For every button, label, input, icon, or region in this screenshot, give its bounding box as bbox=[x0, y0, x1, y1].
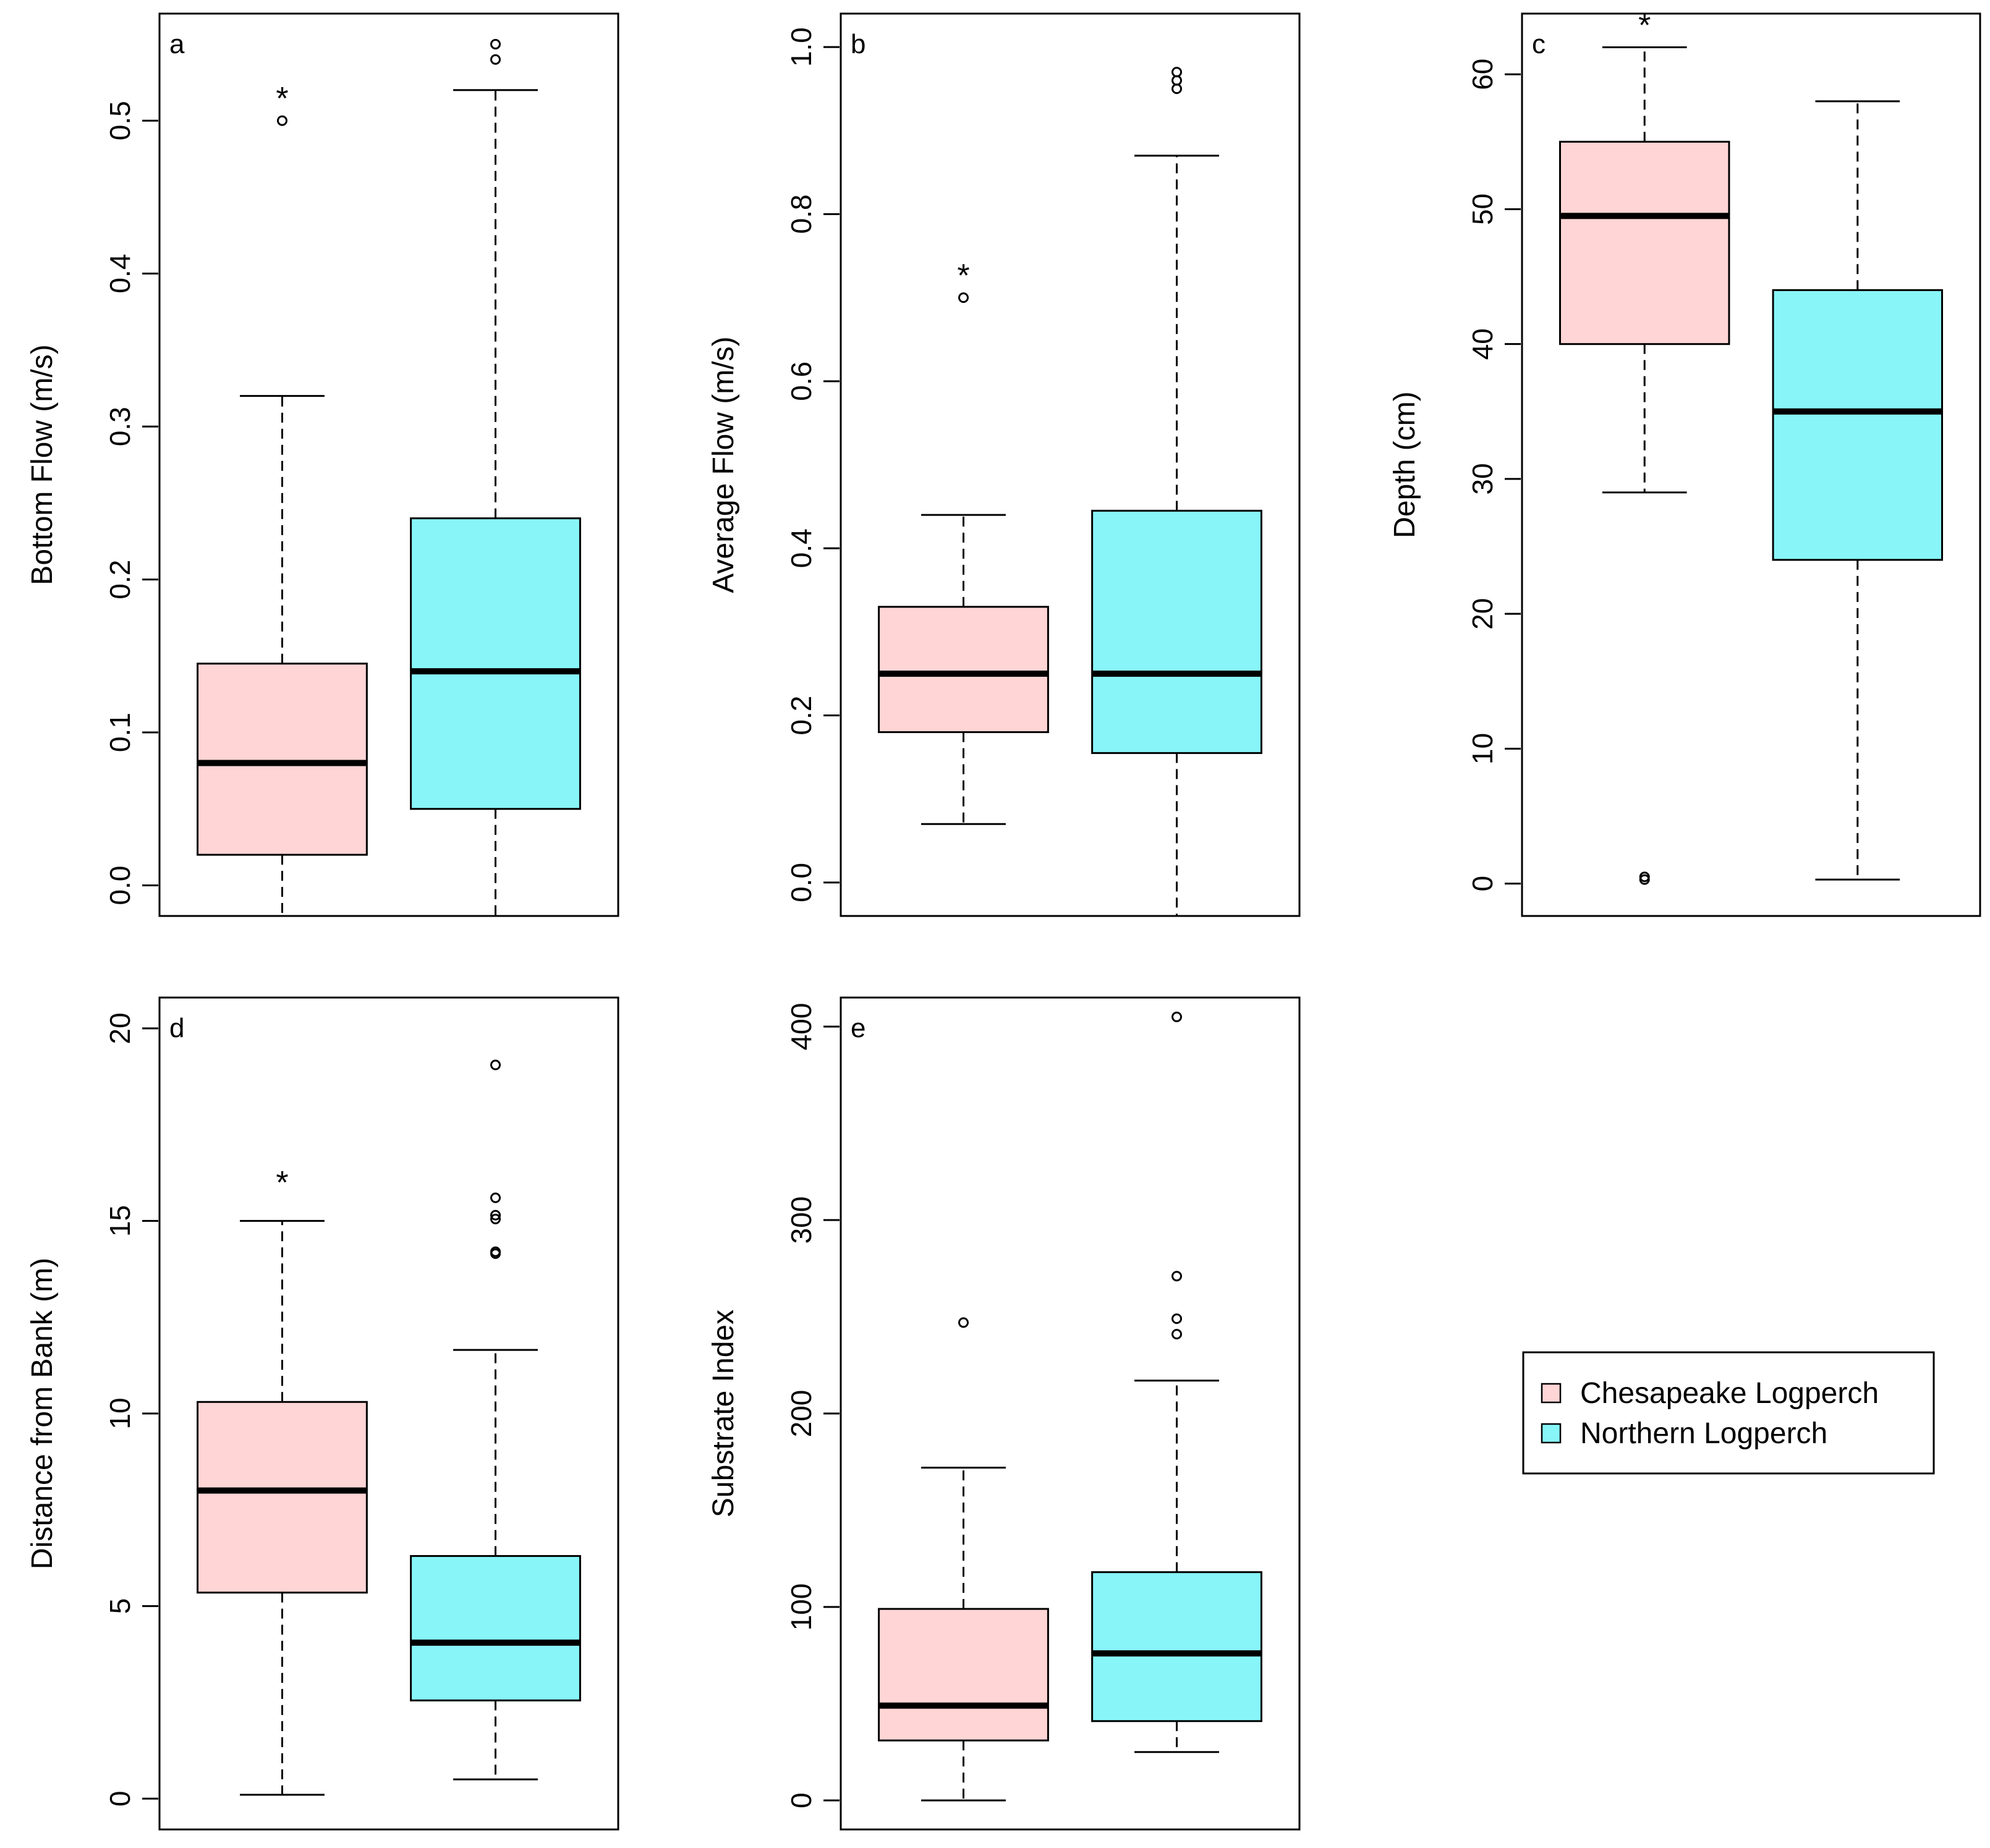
outlier-point bbox=[1171, 75, 1183, 86]
y-tick-label: 200 bbox=[785, 1390, 817, 1438]
y-tick-label: 0.4 bbox=[104, 254, 136, 294]
panel-c: c 0 10 20 30 40 50 60 Depth (cm) * bbox=[1388, 8, 1981, 917]
outlier-point bbox=[490, 54, 501, 65]
outlier-point bbox=[1171, 1271, 1183, 1282]
y-tick-label: 300 bbox=[785, 1197, 817, 1244]
box-chesapeake: * bbox=[197, 1165, 368, 1796]
significance-star: * bbox=[276, 81, 288, 117]
y-tick-label: 60 bbox=[1466, 59, 1499, 90]
box-northern bbox=[410, 1059, 581, 1781]
significance-star: * bbox=[957, 258, 969, 294]
iqr-box bbox=[197, 663, 368, 856]
iqr-box bbox=[1772, 289, 1943, 561]
y-tick-label: 0.0 bbox=[785, 863, 817, 902]
panel-letter: b bbox=[851, 29, 865, 59]
box-northern bbox=[410, 38, 581, 916]
y-tick-label: 0.2 bbox=[785, 696, 817, 735]
box-northern bbox=[1772, 100, 1943, 881]
outlier-point bbox=[958, 292, 969, 303]
outlier-point bbox=[1639, 871, 1650, 883]
iqr-box bbox=[197, 1401, 368, 1594]
y-tick-label: 0.0 bbox=[104, 866, 136, 905]
y-tick-label: 0.4 bbox=[785, 528, 817, 568]
plot-frame bbox=[1521, 12, 1981, 917]
y-tick-label: 0.3 bbox=[104, 407, 136, 446]
y-tick-label: 0.6 bbox=[785, 362, 817, 401]
plot-frame bbox=[840, 12, 1301, 917]
panel-letter: e bbox=[851, 1013, 865, 1043]
iqr-box bbox=[878, 1608, 1049, 1742]
legend-label-chesapeake: Chesapeake Logperch bbox=[1580, 1377, 1879, 1410]
legend: Chesapeake Logperch Northern Logperch bbox=[1522, 1351, 1935, 1475]
significance-star: * bbox=[276, 1165, 288, 1201]
y-tick-label: 30 bbox=[1466, 463, 1499, 494]
panel-b: b 0.0 0.2 0.4 0.6 0.8 1.0 Average Flow (m/s) * bbox=[707, 12, 1301, 917]
plot-frame bbox=[158, 996, 619, 1831]
panel-letter: d bbox=[169, 1013, 184, 1043]
outlier-point bbox=[1171, 1313, 1183, 1325]
outlier-point bbox=[1171, 1329, 1183, 1340]
y-tick-label: 0.1 bbox=[104, 713, 136, 752]
y-tick-label: 0 bbox=[104, 1791, 136, 1807]
iqr-box bbox=[410, 1555, 581, 1702]
y-tick-label: 10 bbox=[104, 1397, 136, 1429]
box-northern bbox=[1091, 67, 1262, 916]
y-axis-label: Substrate Index bbox=[707, 1310, 740, 1517]
y-tick-label: 40 bbox=[1466, 328, 1499, 360]
y-axis-label: Bottom Flow (m/s) bbox=[26, 344, 59, 585]
y-axis-label: Distance from Bank (m) bbox=[26, 1258, 59, 1569]
iqr-box bbox=[1091, 1571, 1262, 1723]
y-tick-label: 0.5 bbox=[104, 101, 136, 140]
outlier-point bbox=[1171, 83, 1183, 95]
y-tick-label: 0 bbox=[1466, 876, 1499, 892]
legend-swatch-northern bbox=[1541, 1423, 1562, 1444]
panel-e: e 0 100 200 300 400 Substrate Index bbox=[707, 996, 1301, 1831]
box-chesapeake: * bbox=[1559, 8, 1730, 885]
legend-label-northern: Northern Logperch bbox=[1580, 1417, 1827, 1450]
y-tick-label: 0.2 bbox=[104, 560, 136, 600]
outlier-point bbox=[1171, 67, 1183, 78]
y-tick-label: 20 bbox=[1466, 598, 1499, 630]
panel-a: a 0.0 0.1 0.2 0.3 0.4 0.5 Bottom Flow (m/s) * bbox=[26, 12, 619, 917]
y-axis-label: Average Flow (m/s) bbox=[707, 336, 740, 593]
outlier-point bbox=[958, 1317, 969, 1328]
outlier-point bbox=[490, 1213, 501, 1224]
outlier-point bbox=[1171, 1011, 1183, 1022]
iqr-box bbox=[878, 606, 1049, 734]
iqr-box bbox=[410, 517, 581, 810]
y-tick-label: 1.0 bbox=[785, 27, 817, 67]
y-tick-label: 0 bbox=[785, 1792, 817, 1808]
iqr-box bbox=[1559, 140, 1730, 345]
legend-swatch-chesapeake bbox=[1541, 1383, 1562, 1404]
box-chesapeake bbox=[878, 1317, 1049, 1802]
iqr-box bbox=[1091, 509, 1262, 754]
plot-frame bbox=[840, 996, 1301, 1831]
y-tick-label: 0.8 bbox=[785, 194, 817, 234]
box-chesapeake: * bbox=[878, 258, 1049, 825]
panel-d: d 0 5 10 15 20 Distance from Bank (m) * bbox=[26, 996, 619, 1831]
boxplot-panels: a 0.0 0.1 0.2 0.3 0.4 0.5 Bottom Flow (m/s) * b 0.… bbox=[26, 8, 1981, 1831]
legend-frame bbox=[1522, 1351, 1935, 1475]
y-axis-label: Depth (cm) bbox=[1388, 391, 1421, 538]
significance-star: * bbox=[1638, 8, 1651, 44]
y-tick-label: 100 bbox=[785, 1583, 817, 1631]
outlier-point bbox=[490, 1059, 501, 1070]
y-tick-label: 20 bbox=[104, 1012, 136, 1044]
y-tick-label: 5 bbox=[104, 1598, 136, 1614]
y-tick-label: 50 bbox=[1466, 193, 1499, 225]
box-northern bbox=[1091, 1011, 1262, 1753]
panel-letter: c bbox=[1532, 29, 1546, 59]
outlier-point bbox=[276, 115, 287, 126]
y-tick-label: 400 bbox=[785, 1003, 817, 1051]
y-tick-label: 10 bbox=[1466, 733, 1499, 765]
outlier-point bbox=[490, 1210, 501, 1221]
outlier-point bbox=[490, 38, 501, 49]
box-chesapeake: * bbox=[197, 81, 368, 916]
outlier-point bbox=[490, 1246, 501, 1257]
plot-frame bbox=[158, 12, 619, 917]
panel-letter: a bbox=[169, 29, 185, 59]
y-tick-label: 15 bbox=[104, 1205, 136, 1237]
outlier-point bbox=[490, 1192, 501, 1203]
